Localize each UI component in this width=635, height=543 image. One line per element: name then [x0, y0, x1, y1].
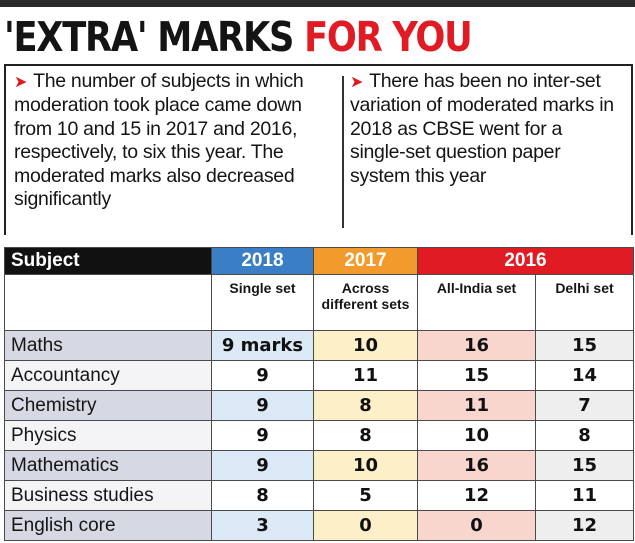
table-row: Mathematics 9 10 16 15	[4, 450, 634, 481]
cell-subject: Chemistry	[4, 390, 212, 421]
subheader-2018: Single set	[211, 274, 314, 331]
cell-2016-all-india: 16	[417, 450, 536, 481]
cell-2016-all-india: 12	[417, 480, 536, 511]
table-row: Business studies 8 5 12 11	[4, 480, 634, 511]
cell-2018: 9 marks	[211, 330, 314, 361]
notes-box: ➤ The number of subjects in which moderat…	[4, 64, 633, 235]
arrow-bullet-icon: ➤	[350, 74, 364, 91]
cell-2016-delhi: 8	[535, 420, 634, 451]
cell-2018: 9	[211, 390, 314, 421]
arrow-bullet-icon: ➤	[14, 74, 28, 91]
cell-2016-all-india: 16	[417, 330, 536, 361]
table-row: Physics 9 8 10 8	[4, 420, 634, 451]
subheader-2017: Across different sets	[313, 274, 418, 331]
subheader-2016-delhi: Delhi set	[535, 274, 634, 331]
cell-subject: Accountancy	[4, 360, 212, 391]
notes-divider	[342, 76, 344, 228]
cell-2017: 10	[313, 450, 418, 481]
header-2016: 2016	[417, 247, 634, 275]
cell-subject: Physics	[4, 420, 212, 451]
cell-2016-all-india: 11	[417, 390, 536, 421]
cell-subject: Mathematics	[4, 450, 212, 481]
subheader-empty	[4, 274, 212, 331]
table-subheader-row: Single set Across different sets All-Ind…	[4, 274, 634, 331]
cell-2018: 8	[211, 480, 314, 511]
table-header-row: Subject 2018 2017 2016	[4, 247, 634, 275]
cell-2017: 5	[313, 480, 418, 511]
cell-2016-all-india: 15	[417, 360, 536, 391]
cell-2016-delhi: 7	[535, 390, 634, 421]
top-rule	[0, 0, 635, 7]
header-2018: 2018	[211, 247, 314, 275]
cell-2016-delhi: 11	[535, 480, 634, 511]
cell-subject: Maths	[4, 330, 212, 361]
table-row: Chemistry 9 8 11 7	[4, 390, 634, 421]
cell-2017: 8	[313, 390, 418, 421]
cell-2018: 3	[211, 510, 314, 541]
moderation-table: Subject 2018 2017 2016 Single set Across…	[4, 247, 634, 541]
cell-2016-delhi: 15	[535, 330, 634, 361]
cell-2018: 9	[211, 360, 314, 391]
cell-2018: 9	[211, 450, 314, 481]
table-row: Maths 9 marks 10 16 15	[4, 330, 634, 361]
table-row: Accountancy 9 11 15 14	[4, 360, 634, 391]
cell-2016-all-india: 10	[417, 420, 536, 451]
table-row: English core 3 0 0 12	[4, 510, 634, 541]
cell-subject: Business studies	[4, 480, 212, 511]
note-left-text: The number of subjects in which moderati…	[14, 70, 304, 211]
cell-2016-all-india: 0	[417, 510, 536, 541]
cell-2016-delhi: 12	[535, 510, 634, 541]
headline-part-2: FOR YOU	[304, 13, 473, 61]
header-subject: Subject	[4, 247, 212, 275]
header-2017: 2017	[313, 247, 418, 275]
cell-2017: 10	[313, 330, 418, 361]
note-right: ➤ There has been no inter-set variation o…	[350, 70, 620, 188]
cell-2018: 9	[211, 420, 314, 451]
cell-subject: English core	[4, 510, 212, 541]
note-left: ➤ The number of subjects in which moderat…	[14, 70, 332, 211]
subheader-2016-all-india: All-India set	[417, 274, 536, 331]
note-right-text: There has been no inter-set variation of…	[350, 70, 614, 187]
cell-2017: 8	[313, 420, 418, 451]
cell-2017: 11	[313, 360, 418, 391]
cell-2017: 0	[313, 510, 418, 541]
cell-2016-delhi: 15	[535, 450, 634, 481]
cell-2016-delhi: 14	[535, 360, 634, 391]
headline-part-1: 'EXTRA' MARKS	[4, 13, 294, 61]
headline: 'EXTRA' MARKS FOR YOU	[4, 12, 473, 62]
